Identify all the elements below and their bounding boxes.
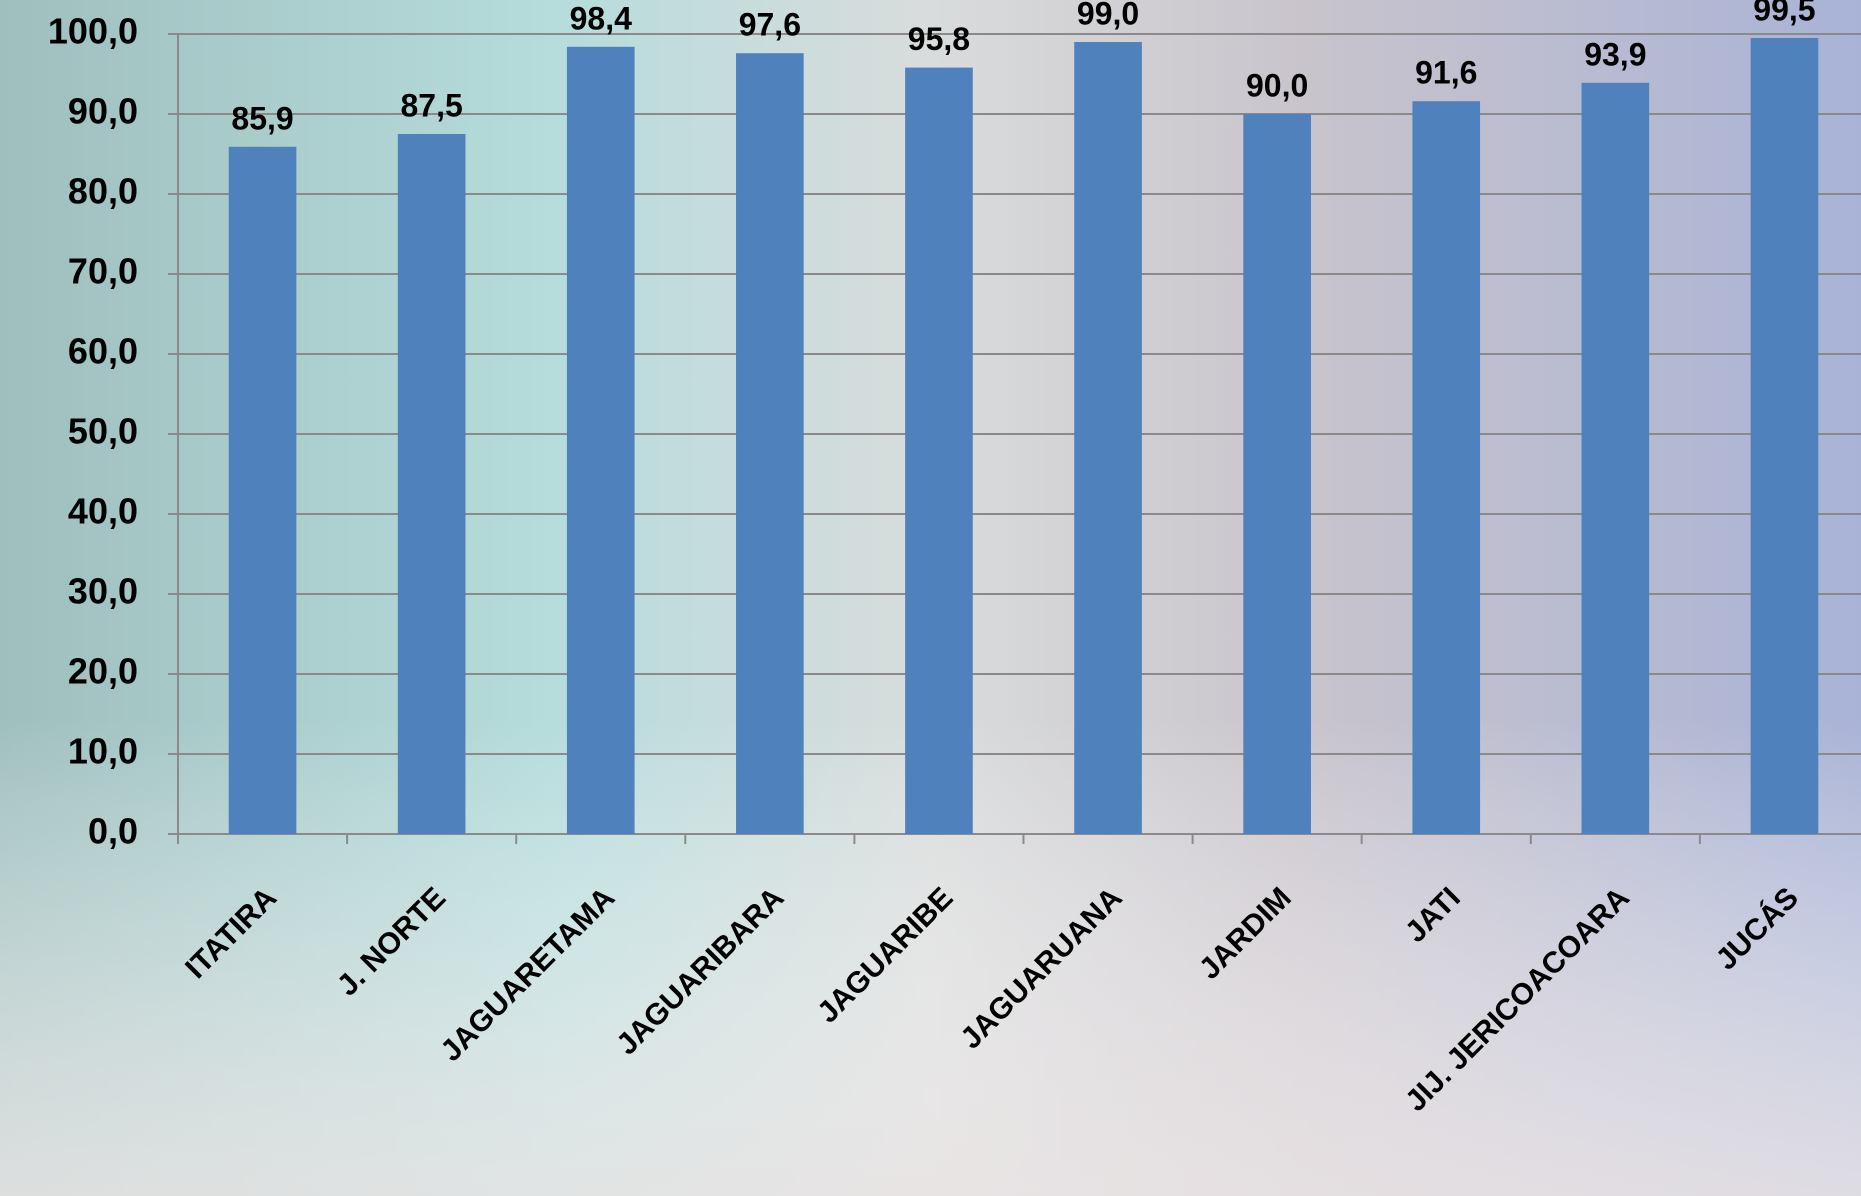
bar xyxy=(1412,101,1481,834)
value-label: 85,9 xyxy=(231,100,293,136)
value-label: 91,6 xyxy=(1415,55,1477,91)
value-label: 98,4 xyxy=(570,0,632,36)
y-tick-label: 80,0 xyxy=(68,171,138,212)
bar xyxy=(1581,82,1650,835)
y-tick-label: 0,0 xyxy=(88,811,138,852)
value-label: 99,0 xyxy=(1077,0,1139,31)
bar xyxy=(1074,42,1142,834)
y-tick-label: 50,0 xyxy=(68,411,138,452)
y-tick-label: 10,0 xyxy=(68,731,138,772)
y-tick-label: 30,0 xyxy=(68,571,138,612)
bar xyxy=(566,46,635,835)
value-label: 95,8 xyxy=(908,21,970,57)
bar xyxy=(1243,114,1311,834)
bar xyxy=(905,67,973,835)
bar xyxy=(736,53,804,834)
value-label: 87,5 xyxy=(401,87,463,123)
plot: 0,0 10,0 20,0 30,0 40,0 50,0 60,0 70,0 80,0 90,0 1… xyxy=(48,0,1861,1118)
y-tick-label: 90,0 xyxy=(68,91,138,132)
bar xyxy=(228,146,297,835)
y-tick-label: 100,0 xyxy=(48,11,138,52)
bar xyxy=(1750,38,1819,834)
y-tick-label: 70,0 xyxy=(68,251,138,292)
y-tick-label: 60,0 xyxy=(68,331,138,372)
bar xyxy=(397,134,466,834)
value-label: 90,0 xyxy=(1246,67,1308,103)
y-tick-label: 20,0 xyxy=(68,651,138,692)
value-label: 93,9 xyxy=(1584,36,1646,72)
value-label: 97,6 xyxy=(739,7,801,43)
y-tick-label: 40,0 xyxy=(68,491,138,532)
value-label: 99,5 xyxy=(1753,0,1815,27)
